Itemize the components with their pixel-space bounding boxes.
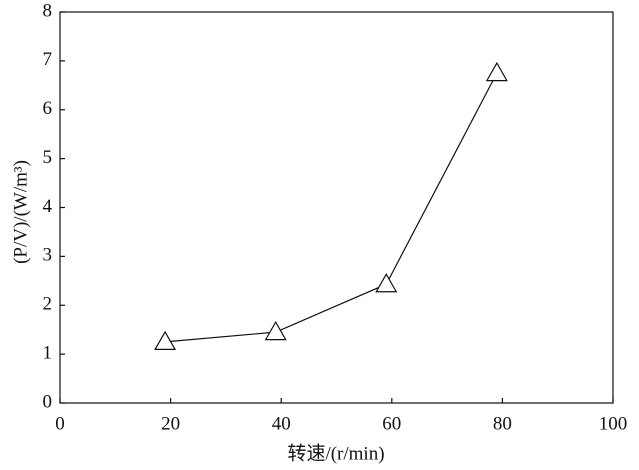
y-tick-label: 7 bbox=[43, 49, 53, 70]
y-tick-label: 8 bbox=[43, 0, 53, 21]
triangle-marker bbox=[375, 273, 398, 293]
y-tick-label: 4 bbox=[43, 196, 53, 217]
x-tick-label: 80 bbox=[493, 413, 512, 434]
triangle-marker bbox=[154, 330, 177, 351]
y-tick-label: 5 bbox=[43, 147, 53, 168]
plot-frame bbox=[59, 11, 614, 404]
y-tick-label: 0 bbox=[43, 391, 53, 412]
triangle-marker bbox=[264, 320, 287, 341]
x-tick-label: 20 bbox=[161, 413, 180, 434]
y-axis-label: (P/V)/(W/m³) bbox=[10, 160, 31, 264]
x-tick-label: 0 bbox=[55, 413, 65, 434]
triangle-marker bbox=[485, 61, 508, 82]
data-line bbox=[165, 72, 498, 343]
y-tick-label: 3 bbox=[43, 245, 53, 266]
x-tick-label: 40 bbox=[272, 413, 291, 434]
y-tick-label: 2 bbox=[43, 294, 53, 315]
x-tick-label: 60 bbox=[382, 413, 401, 434]
x-axis-label: 转速/(r/min) bbox=[287, 442, 384, 464]
x-tick-label: 100 bbox=[599, 413, 628, 434]
y-tick-label: 6 bbox=[43, 98, 53, 119]
y-tick-label: 1 bbox=[43, 342, 53, 363]
